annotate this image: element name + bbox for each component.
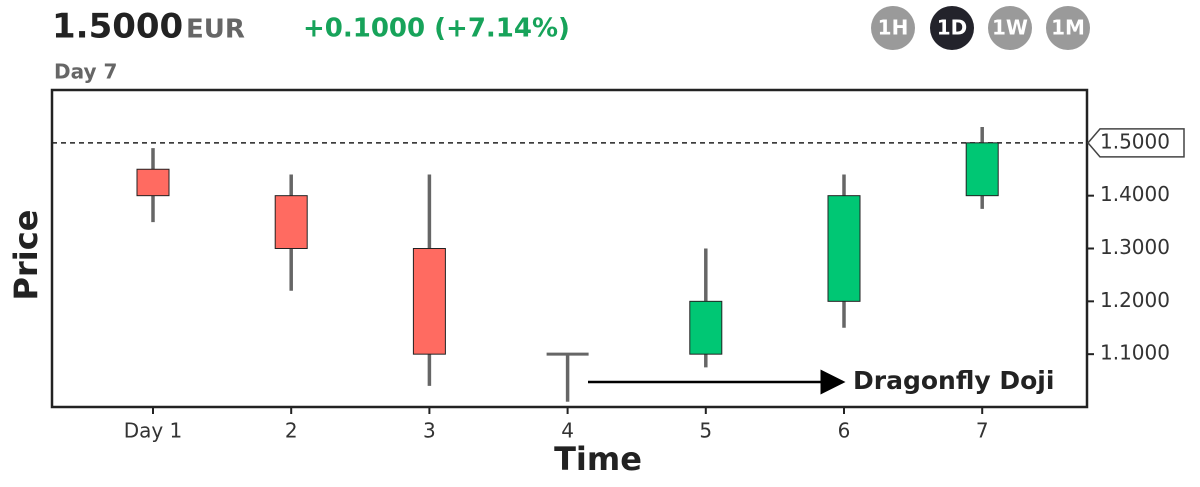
- x-tick-label: Day 1: [124, 419, 183, 443]
- interval-label[interactable]: 1W: [992, 16, 1028, 40]
- annotation: Dragonfly Doji: [853, 366, 1054, 395]
- x-tick-label: 5: [699, 419, 712, 443]
- y-tick-label: 1.3000: [1100, 235, 1170, 259]
- candle-body: [136, 168, 170, 197]
- interval-label[interactable]: 1H: [878, 16, 909, 40]
- y-tick-label: 1.1000: [1100, 341, 1170, 365]
- selected-label: Day 7: [54, 60, 117, 84]
- change: +0.1000 (+7.14%): [303, 14, 570, 44]
- interval-button[interactable]: [1046, 6, 1090, 50]
- candle-body: [827, 195, 861, 302]
- reference-label: 1.5000: [1100, 129, 1170, 153]
- x-tick-label: 3: [423, 419, 436, 443]
- x-tick-label: 6: [838, 419, 851, 443]
- candle-body: [965, 142, 999, 197]
- interval-label[interactable]: 1M: [1051, 16, 1085, 40]
- interval-button[interactable]: [988, 6, 1032, 50]
- price: 1.5000: [52, 7, 183, 47]
- currency: EUR: [186, 15, 245, 45]
- candle-body: [274, 195, 308, 250]
- plot-frame: [50, 88, 1089, 409]
- candle-body: [689, 300, 723, 355]
- x-tick-label: 4: [561, 419, 574, 443]
- x-axis-label: Time: [554, 440, 642, 478]
- y-tick-label: 1.2000: [1100, 288, 1170, 312]
- x-tick-label: 7: [976, 419, 989, 443]
- candle-body: [412, 248, 446, 355]
- interval-label[interactable]: 1D: [937, 16, 968, 40]
- interval-button[interactable]: [871, 6, 915, 50]
- y-tick-label: 1.4000: [1100, 182, 1170, 206]
- reference-label-box: [1087, 128, 1185, 158]
- interval-button[interactable]: [930, 6, 974, 50]
- x-tick-label: 2: [285, 419, 298, 443]
- y-axis-label: Price: [7, 210, 45, 301]
